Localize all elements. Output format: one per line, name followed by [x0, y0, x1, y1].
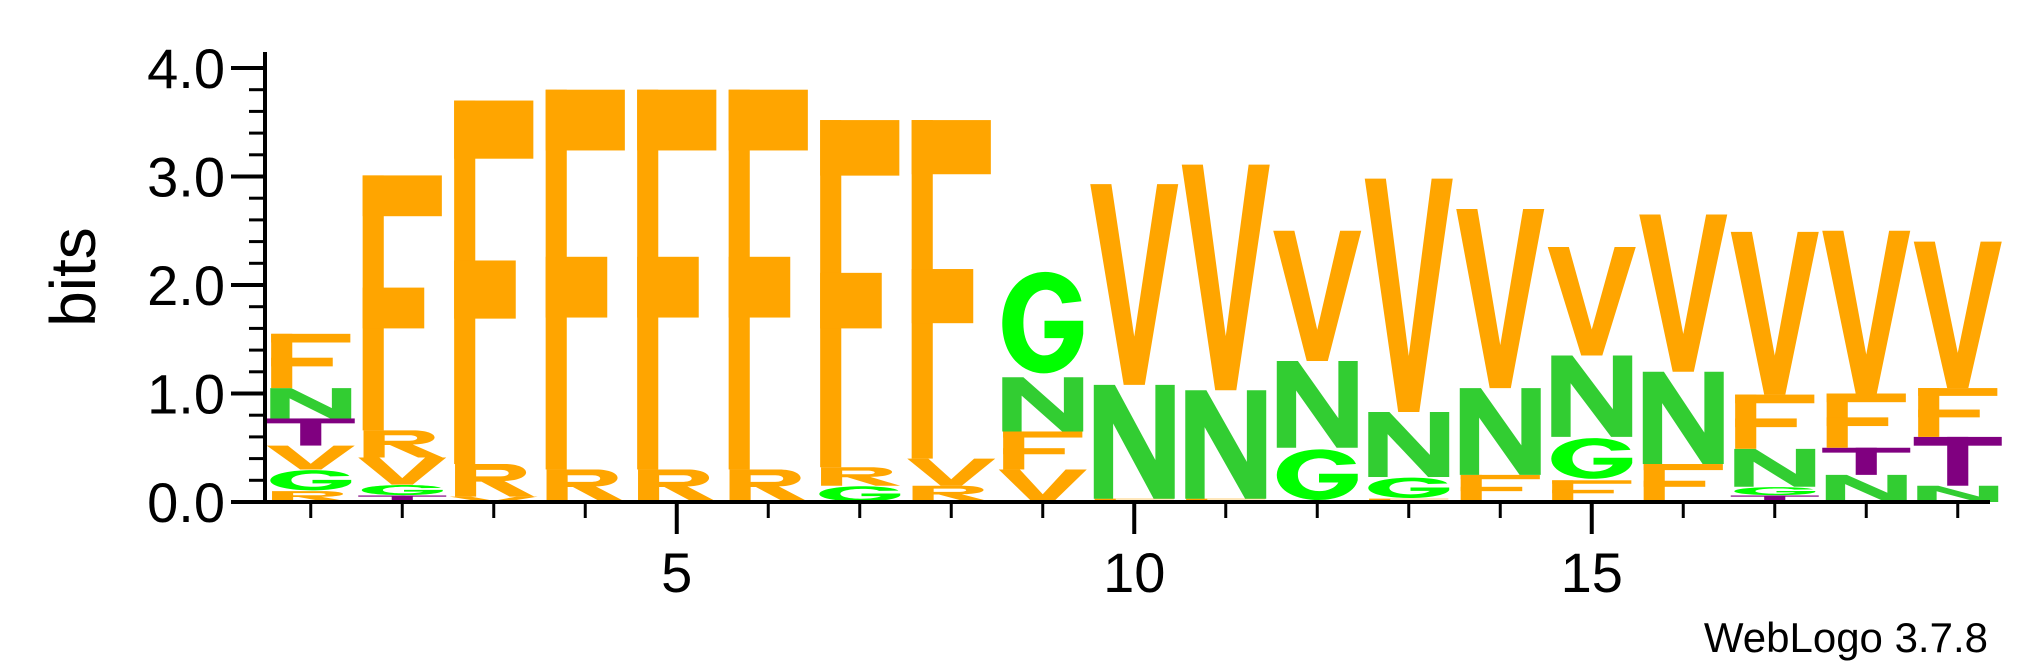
letter-N-pos-1	[270, 388, 352, 419]
letter-F-pos-4	[545, 89, 625, 470]
letter-N-pos-18	[1825, 474, 1907, 502]
letter-V-pos-1	[266, 445, 355, 470]
letter-N-pos-12	[1276, 360, 1358, 448]
letter-N-pos-16	[1642, 371, 1724, 465]
letter-F-pos-2	[362, 175, 442, 431]
letter-R-pos-1	[272, 491, 352, 502]
letter-G-pos-9	[1002, 271, 1084, 374]
letter-F-pos-17	[1735, 394, 1815, 449]
letter-N-pos-15	[1551, 355, 1633, 437]
letter-T-pos-19	[1913, 436, 2002, 486]
letter-G-pos-17	[1734, 487, 1816, 496]
letter-G-pos-12	[1276, 449, 1358, 501]
letter-R-pos-2	[363, 430, 443, 458]
letter-V-pos-10	[1090, 184, 1179, 385]
y-tick-label: 3.0	[147, 146, 225, 209]
letter-stacks	[266, 89, 2002, 502]
letter-V-pos-14	[1456, 209, 1545, 389]
letter-R-pos-7	[821, 467, 901, 486]
letter-V-pos-18	[1822, 230, 1911, 394]
letter-V-pos-16	[1639, 214, 1728, 372]
letter-R-pos-3	[455, 464, 535, 497]
letter-F-pos-16	[1643, 464, 1723, 502]
letter-V-pos-3	[449, 496, 538, 502]
letter-R-pos-6	[729, 469, 809, 502]
letter-G-pos-7	[819, 486, 901, 502]
letter-F-pos-1	[271, 333, 351, 389]
letter-G-pos-2	[361, 484, 443, 496]
letter-N-pos-10	[1093, 384, 1175, 499]
letter-F-pos-18	[1826, 393, 1906, 448]
letter-T-pos-18	[1822, 447, 1911, 475]
y-tick-label: 2.0	[147, 254, 225, 317]
x-tick-label: 15	[1561, 541, 1623, 604]
x-axis-ticks: 5 10 15	[309, 502, 1960, 604]
letter-V-pos-15	[1547, 247, 1636, 356]
letter-F-pos-8	[911, 120, 991, 459]
letter-V-pos-2	[358, 457, 447, 485]
letter-V-pos-17	[1730, 231, 1819, 395]
letter-T-pos-1	[266, 418, 355, 446]
letter-T-pos-17	[1730, 495, 1819, 502]
letter-N-pos-11	[1185, 390, 1267, 499]
letter-N-pos-13	[1368, 411, 1450, 478]
x-tick-label: 5	[661, 541, 692, 604]
letter-G-pos-1	[270, 470, 352, 491]
y-tick-label: 1.0	[147, 363, 225, 426]
letter-F-pos-5	[637, 89, 717, 470]
y-axis-ticks: 0.0 1.0 2.0 3.0 4.0	[147, 37, 265, 534]
letter-R-pos-8	[912, 485, 992, 502]
y-tick-label: 0.0	[147, 471, 225, 534]
letter-F-pos-3	[454, 100, 534, 465]
letter-N-pos-9	[1002, 377, 1084, 432]
letter-G-pos-13	[1368, 477, 1450, 498]
letter-F-pos-14	[1460, 474, 1540, 502]
y-axis-label: bits	[37, 227, 109, 327]
x-tick-label: 10	[1103, 541, 1165, 604]
letter-N-pos-17	[1734, 448, 1816, 487]
letter-F-pos-15	[1552, 480, 1632, 502]
letter-T-pos-2	[358, 495, 447, 502]
letter-V-pos-19	[1913, 241, 2002, 389]
letter-V-pos-12	[1273, 230, 1362, 361]
letter-F-pos-19	[1918, 388, 1998, 437]
y-tick-label: 4.0	[147, 37, 225, 100]
letter-N-pos-19	[1917, 485, 1999, 502]
letter-F-pos-6	[728, 89, 808, 470]
letter-F-pos-7	[820, 120, 900, 468]
letter-V-pos-11	[1181, 164, 1270, 391]
letter-R-pos-5	[638, 469, 718, 502]
letter-V-pos-13	[1364, 178, 1453, 412]
credit-label: WebLogo 3.7.8	[1704, 614, 1988, 661]
letter-F-pos-9	[1003, 431, 1083, 470]
letter-V-pos-9	[998, 469, 1087, 502]
letter-V-pos-8	[907, 458, 996, 486]
letter-R-pos-4	[546, 469, 626, 502]
letter-G-pos-15	[1551, 438, 1633, 479]
letter-N-pos-14	[1459, 388, 1541, 475]
